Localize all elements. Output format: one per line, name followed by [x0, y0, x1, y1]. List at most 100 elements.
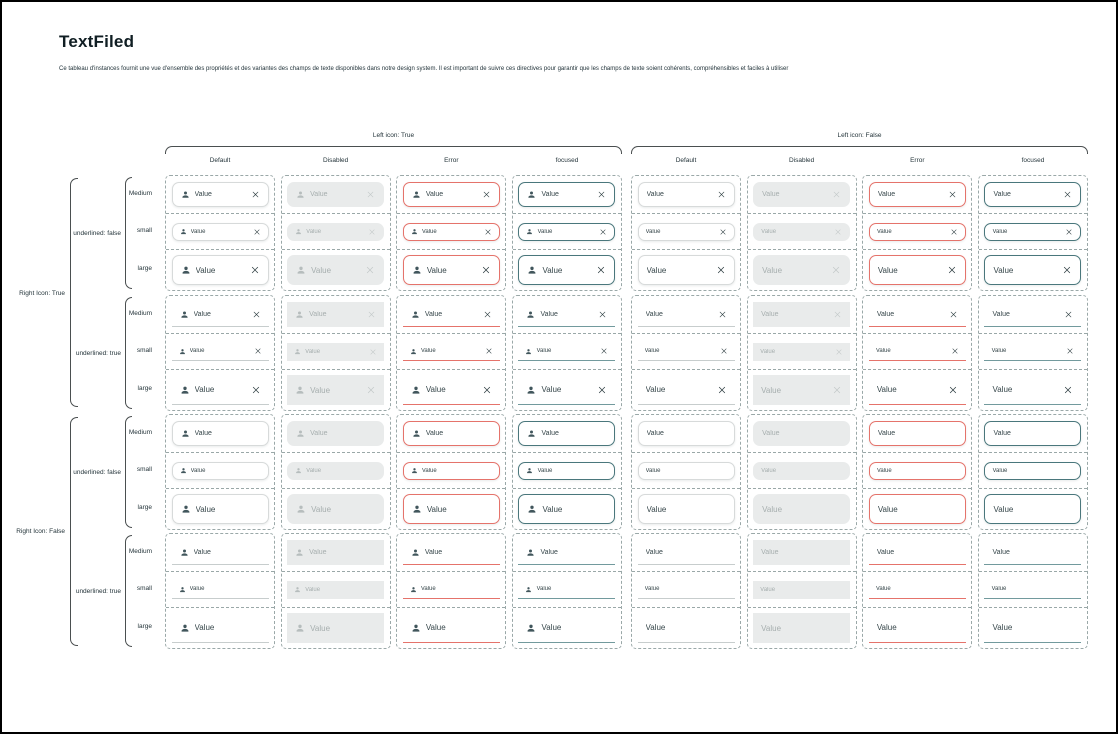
textfield-default[interactable]: Value	[171, 255, 269, 285]
textfield-error[interactable]: Value	[868, 182, 966, 207]
clear-icon[interactable]	[252, 310, 261, 319]
textfield-disabled[interactable]: Value	[753, 580, 851, 599]
textfield-default[interactable]: Value	[637, 182, 735, 207]
textfield-default[interactable]: Value	[171, 580, 269, 599]
textfield-error[interactable]: Value	[868, 494, 966, 524]
textfield-disabled[interactable]: Value	[287, 342, 385, 361]
clear-icon[interactable]	[369, 348, 377, 356]
textfield-error[interactable]: Value	[868, 580, 966, 599]
textfield-focused[interactable]: Value	[518, 302, 616, 327]
clear-icon[interactable]	[947, 265, 957, 275]
textfield-disabled[interactable]: Value	[753, 494, 851, 524]
clear-icon[interactable]	[833, 310, 842, 319]
clear-icon[interactable]	[1064, 310, 1073, 319]
clear-icon[interactable]	[1062, 265, 1072, 275]
textfield-default[interactable]: Value	[171, 182, 269, 207]
clear-icon[interactable]	[598, 310, 607, 319]
textfield-focused[interactable]: Value	[984, 255, 1082, 285]
textfield-default[interactable]: Value	[171, 540, 269, 565]
textfield-error[interactable]: Value	[402, 255, 500, 285]
textfield-default[interactable]: Value	[171, 613, 269, 643]
textfield-focused[interactable]: Value	[518, 182, 616, 207]
clear-icon[interactable]	[482, 190, 491, 199]
textfield-disabled[interactable]: Value	[753, 302, 851, 327]
clear-icon[interactable]	[950, 228, 958, 236]
textfield-disabled[interactable]: Value	[287, 580, 385, 599]
textfield-default[interactable]: Value	[637, 461, 735, 480]
clear-icon[interactable]	[1066, 347, 1074, 355]
textfield-disabled[interactable]: Value	[753, 222, 851, 241]
textfield-default[interactable]: Value	[637, 494, 735, 524]
textfield-focused[interactable]: Value	[984, 461, 1082, 480]
clear-icon[interactable]	[597, 385, 607, 395]
clear-icon[interactable]	[1065, 228, 1073, 236]
clear-icon[interactable]	[481, 265, 491, 275]
textfield-default[interactable]: Value	[637, 580, 735, 599]
textfield-error[interactable]: Value	[402, 302, 500, 327]
textfield-focused[interactable]: Value	[984, 182, 1082, 207]
textfield-disabled[interactable]: Value	[287, 540, 385, 565]
clear-icon[interactable]	[949, 310, 958, 319]
clear-icon[interactable]	[600, 347, 608, 355]
textfield-focused[interactable]: Value	[518, 613, 616, 643]
textfield-focused[interactable]: Value	[984, 342, 1082, 361]
clear-icon[interactable]	[366, 385, 376, 395]
textfield-error[interactable]: Value	[868, 342, 966, 361]
textfield-error[interactable]: Value	[868, 255, 966, 285]
clear-icon[interactable]	[251, 190, 260, 199]
textfield-disabled[interactable]: Value	[753, 613, 851, 643]
textfield-error[interactable]: Value	[868, 222, 966, 241]
clear-icon[interactable]	[1063, 385, 1073, 395]
textfield-error[interactable]: Value	[402, 580, 500, 599]
clear-icon[interactable]	[254, 347, 262, 355]
textfield-focused[interactable]: Value	[984, 222, 1082, 241]
textfield-error[interactable]: Value	[402, 182, 500, 207]
textfield-disabled[interactable]: Value	[287, 255, 385, 285]
clear-icon[interactable]	[253, 228, 261, 236]
textfield-default[interactable]: Value	[637, 540, 735, 565]
textfield-default[interactable]: Value	[637, 613, 735, 643]
clear-icon[interactable]	[720, 347, 728, 355]
clear-icon[interactable]	[716, 265, 726, 275]
textfield-focused[interactable]: Value	[984, 494, 1082, 524]
textfield-focused[interactable]: Value	[984, 613, 1082, 643]
clear-icon[interactable]	[596, 265, 606, 275]
clear-icon[interactable]	[832, 190, 841, 199]
clear-icon[interactable]	[717, 190, 726, 199]
clear-icon[interactable]	[719, 228, 727, 236]
textfield-default[interactable]: Value	[637, 421, 735, 446]
textfield-focused[interactable]: Value	[518, 255, 616, 285]
textfield-default[interactable]: Value	[171, 342, 269, 361]
textfield-focused[interactable]: Value	[518, 540, 616, 565]
clear-icon[interactable]	[834, 228, 842, 236]
clear-icon[interactable]	[251, 385, 261, 395]
textfield-disabled[interactable]: Value	[287, 222, 385, 241]
clear-icon[interactable]	[831, 265, 841, 275]
textfield-disabled[interactable]: Value	[287, 421, 385, 446]
clear-icon[interactable]	[948, 385, 958, 395]
textfield-focused[interactable]: Value	[518, 461, 616, 480]
textfield-focused[interactable]: Value	[518, 342, 616, 361]
textfield-error[interactable]: Value	[868, 613, 966, 643]
textfield-focused[interactable]: Value	[984, 421, 1082, 446]
textfield-error[interactable]: Value	[868, 461, 966, 480]
textfield-error[interactable]: Value	[402, 494, 500, 524]
textfield-default[interactable]: Value	[171, 222, 269, 241]
clear-icon[interactable]	[1063, 190, 1072, 199]
textfield-focused[interactable]: Value	[984, 540, 1082, 565]
clear-icon[interactable]	[482, 385, 492, 395]
clear-icon[interactable]	[365, 265, 375, 275]
textfield-focused[interactable]: Value	[984, 302, 1082, 327]
textfield-default[interactable]: Value	[171, 421, 269, 446]
textfield-disabled[interactable]: Value	[287, 461, 385, 480]
textfield-error[interactable]: Value	[402, 461, 500, 480]
textfield-disabled[interactable]: Value	[287, 613, 385, 643]
clear-icon[interactable]	[951, 347, 959, 355]
textfield-focused[interactable]: Value	[518, 421, 616, 446]
textfield-error[interactable]: Value	[402, 613, 500, 643]
textfield-disabled[interactable]: Value	[753, 342, 851, 361]
textfield-default[interactable]: Value	[637, 255, 735, 285]
textfield-default[interactable]: Value	[171, 375, 269, 405]
clear-icon[interactable]	[597, 190, 606, 199]
textfield-focused[interactable]: Value	[984, 375, 1082, 405]
